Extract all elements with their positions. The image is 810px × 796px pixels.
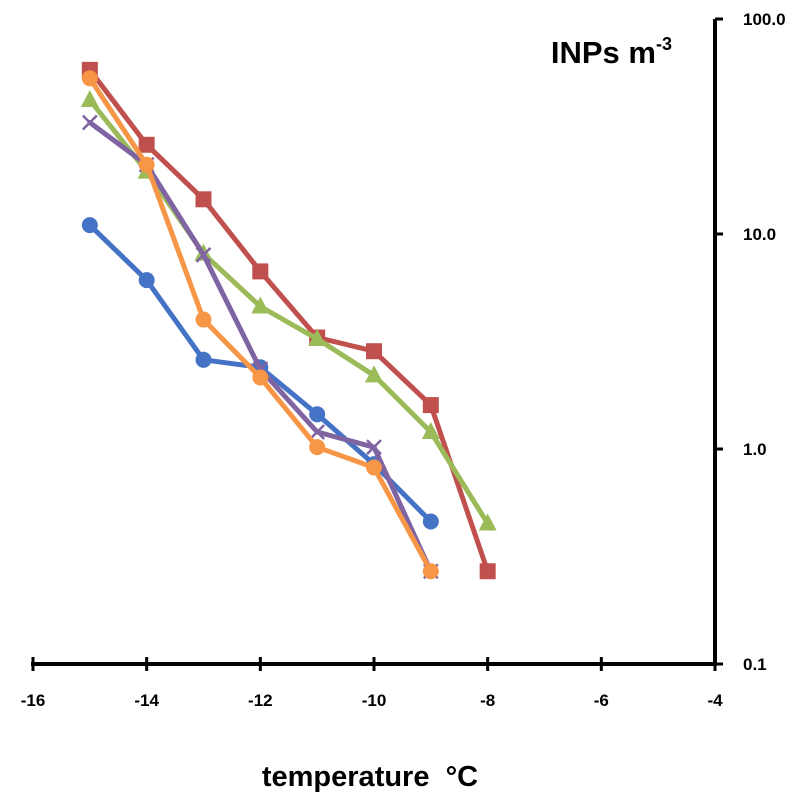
data-point — [195, 351, 212, 368]
series-4 — [81, 114, 439, 580]
data-point — [138, 136, 155, 153]
x-tick-label: -6 — [594, 691, 609, 710]
data-point — [81, 70, 98, 87]
data-point — [252, 369, 269, 386]
data-point — [422, 563, 439, 580]
data-point — [81, 114, 98, 131]
x-tick-label: -8 — [480, 691, 495, 710]
y-tick-label: 10.0 — [743, 225, 776, 244]
data-point — [365, 365, 383, 383]
y-axis-title: INPs m-3 — [551, 34, 672, 70]
y-axis-title-base: INPs m — [551, 35, 656, 70]
x-tick-label: -14 — [134, 691, 159, 710]
x-axis-title: temperature °C — [262, 761, 478, 793]
data-point — [366, 439, 382, 456]
x-tick-label: -16 — [21, 691, 46, 710]
x-tick-label: -12 — [248, 691, 273, 710]
data-point — [422, 513, 439, 530]
data-point — [81, 217, 98, 234]
data-point — [366, 459, 382, 476]
data-point — [195, 246, 212, 263]
series-line — [87, 67, 491, 574]
data-point — [308, 328, 327, 346]
data-point — [195, 311, 212, 328]
data-point — [478, 513, 497, 531]
series-layer — [80, 61, 497, 580]
series-5 — [81, 70, 439, 580]
data-point — [421, 421, 440, 439]
x-tick-label: -10 — [362, 691, 387, 710]
y-tick-label: 0.1 — [743, 655, 767, 674]
y-tick-label: 1.0 — [743, 440, 767, 459]
data-point — [366, 343, 382, 360]
data-point — [422, 397, 439, 414]
series-line — [87, 75, 434, 574]
data-point — [309, 406, 326, 423]
data-point — [309, 439, 326, 456]
data-point — [252, 263, 269, 280]
x-tick-label: -4 — [707, 691, 723, 710]
data-point — [138, 156, 155, 173]
ticks-layer: -16 -14 -12 -10 -8 -6 -4 0.1 1.0 10.0 100.0 — [21, 10, 786, 710]
data-point — [251, 296, 270, 314]
data-point — [138, 272, 155, 289]
y-tick-label: 100.0 — [743, 10, 786, 29]
y-axis-title-exponent: -3 — [656, 34, 672, 54]
data-point — [479, 563, 496, 580]
data-point — [195, 191, 212, 208]
data-point — [309, 424, 326, 440]
data-point — [80, 90, 99, 108]
axes-layer — [31, 19, 717, 666]
